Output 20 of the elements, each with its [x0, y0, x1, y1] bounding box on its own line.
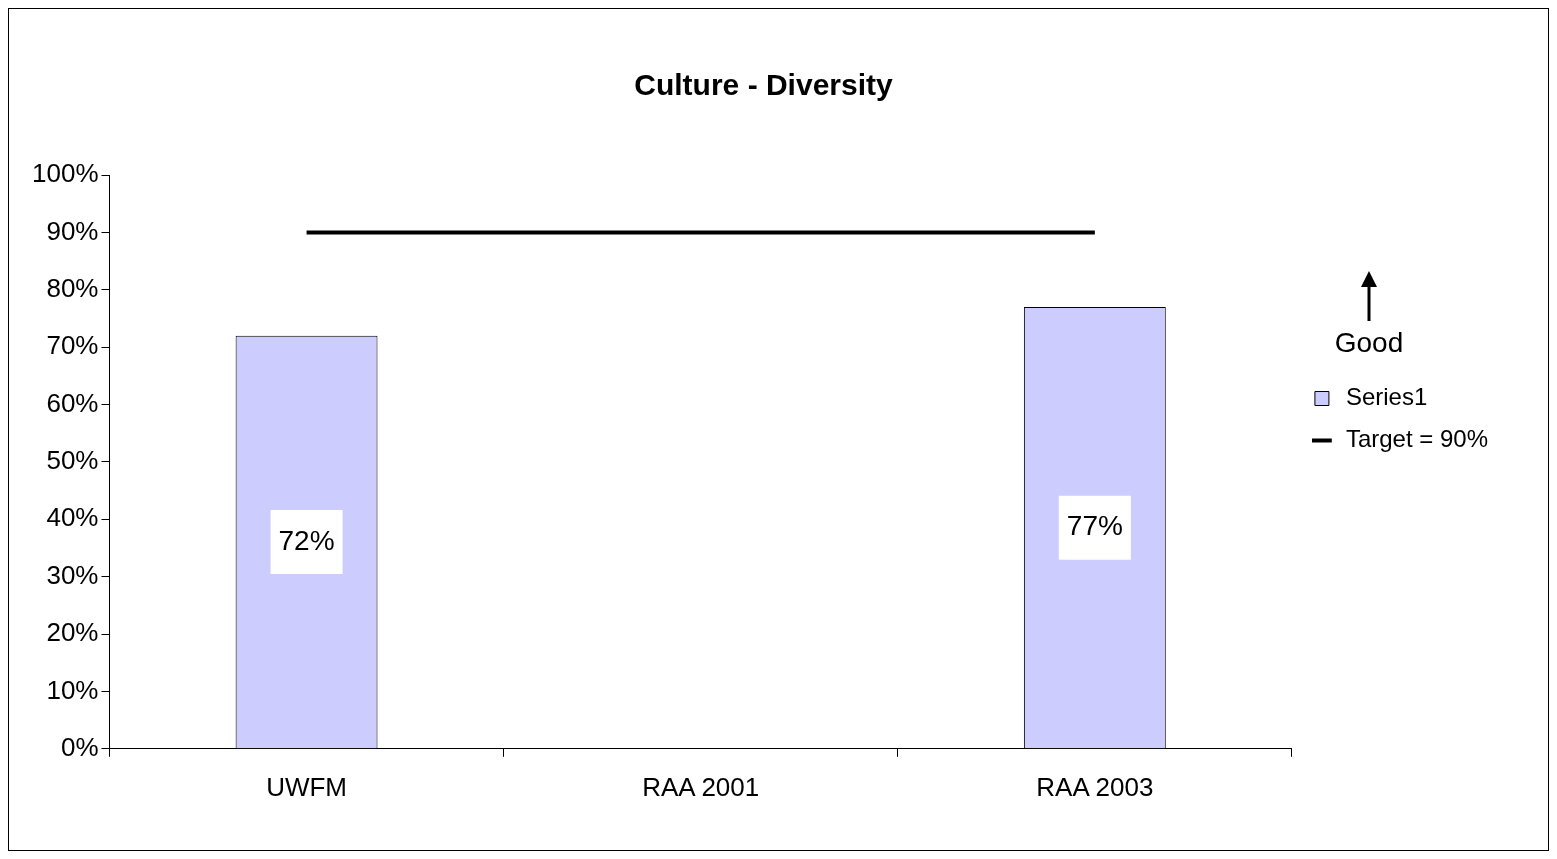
y-tick-label: 40% — [46, 502, 99, 533]
data-label: 77% — [1066, 510, 1123, 542]
y-tick-label: 80% — [46, 272, 99, 303]
text: Good — [1334, 327, 1404, 358]
data-label: 72% — [278, 524, 335, 556]
y-tick-label: 100% — [32, 158, 99, 189]
y-tick-label: 0% — [60, 731, 99, 762]
x-tick-label: UWFM — [266, 771, 347, 802]
y-tick-label: 10% — [46, 674, 99, 705]
legend-label: Target = 90% — [1345, 425, 1488, 453]
y-tick-label: 20% — [46, 617, 99, 648]
y-tick-label: 90% — [46, 215, 99, 246]
legend-label: Series1 — [1345, 383, 1428, 411]
y-tick-label: 70% — [46, 330, 99, 361]
chart-title: Culture - Diversity — [634, 68, 894, 102]
y-tick-label: 60% — [46, 387, 99, 418]
y-tick-label: 30% — [46, 559, 99, 590]
y-tick-label: 50% — [46, 445, 99, 476]
x-tick-label: RAA 2001 — [642, 771, 760, 802]
x-tick-label: RAA 2003 — [1036, 771, 1154, 802]
